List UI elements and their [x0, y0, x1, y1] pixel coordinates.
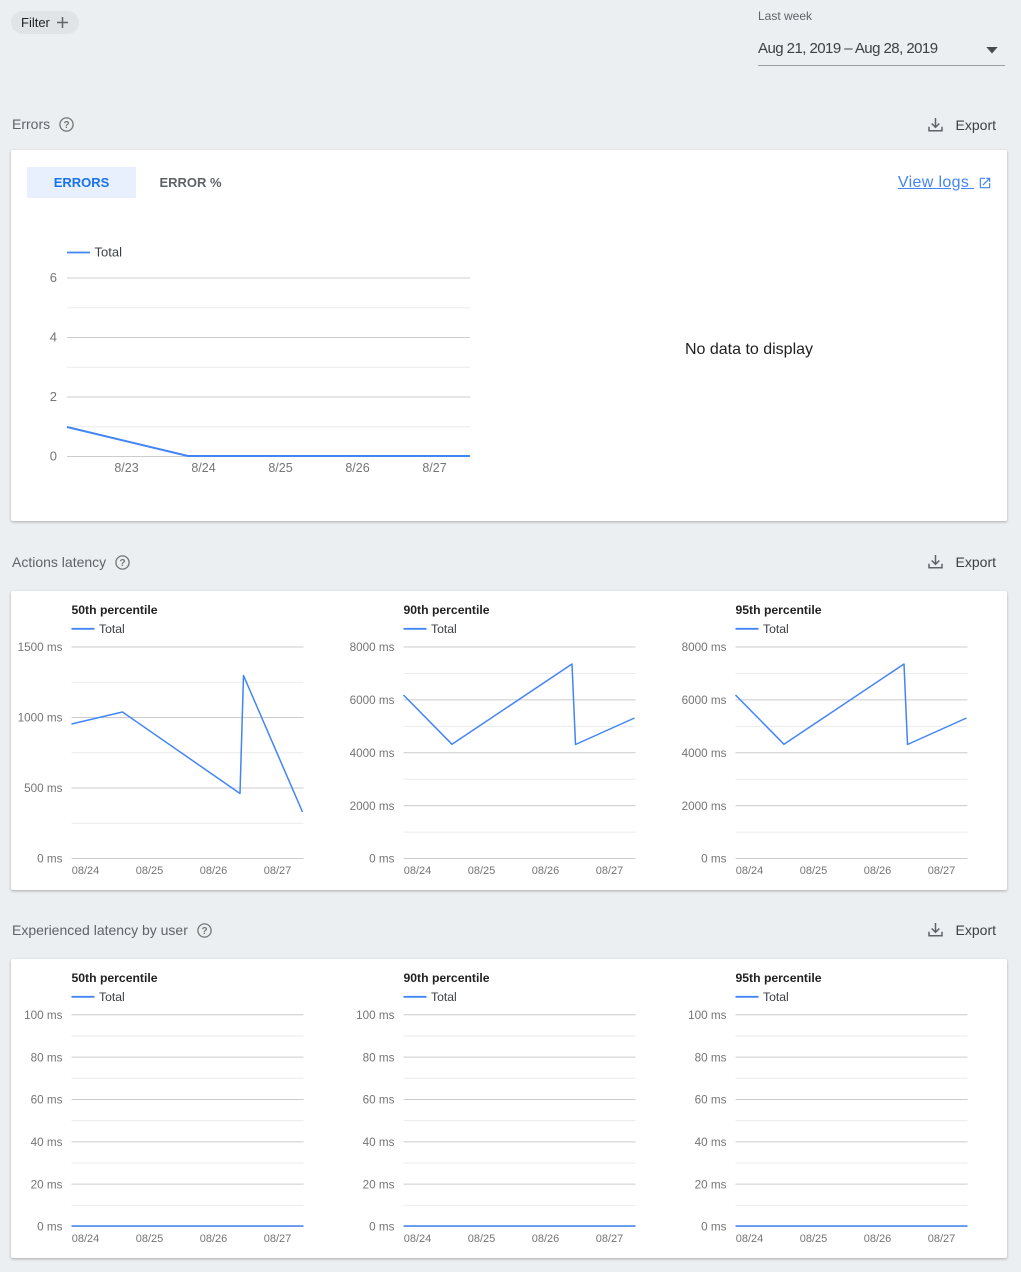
svg-text:Total: Total [99, 622, 125, 636]
svg-text:80 ms: 80 ms [31, 1051, 63, 1064]
svg-text:8/26: 8/26 [345, 461, 369, 475]
svg-text:08/24: 08/24 [72, 1233, 100, 1245]
svg-text:0 ms: 0 ms [701, 1221, 726, 1234]
svg-text:4000 ms: 4000 ms [350, 747, 395, 760]
svg-text:60 ms: 60 ms [695, 1094, 727, 1107]
svg-text:40 ms: 40 ms [363, 1136, 395, 1149]
svg-text:95th percentile: 95th percentile [736, 603, 822, 617]
svg-text:Total: Total [763, 990, 789, 1004]
svg-text:2000 ms: 2000 ms [682, 800, 727, 813]
svg-text:08/26: 08/26 [864, 865, 892, 877]
svg-text:8000 ms: 8000 ms [350, 641, 395, 654]
svg-text:08/27: 08/27 [264, 865, 292, 877]
svg-text:Total: Total [431, 622, 457, 636]
svg-text:0 ms: 0 ms [701, 853, 726, 866]
svg-text:08/24: 08/24 [72, 865, 100, 877]
svg-text:08/25: 08/25 [136, 865, 164, 877]
svg-text:08/27: 08/27 [596, 865, 624, 877]
svg-text:60 ms: 60 ms [31, 1094, 63, 1107]
svg-text:20 ms: 20 ms [31, 1178, 63, 1191]
svg-text:40 ms: 40 ms [31, 1136, 63, 1149]
svg-text:6: 6 [50, 270, 57, 285]
svg-text:80 ms: 80 ms [695, 1051, 727, 1064]
svg-text:20 ms: 20 ms [695, 1178, 727, 1191]
svg-text:08/24: 08/24 [736, 1233, 764, 1245]
svg-text:08/27: 08/27 [596, 1233, 624, 1245]
svg-text:20 ms: 20 ms [363, 1178, 395, 1191]
svg-text:0: 0 [50, 449, 57, 464]
svg-text:?: ? [201, 926, 207, 937]
svg-text:08/27: 08/27 [928, 865, 956, 877]
svg-text:2000 ms: 2000 ms [350, 800, 395, 813]
svg-text:4000 ms: 4000 ms [682, 747, 727, 760]
svg-text:08/27: 08/27 [928, 1233, 956, 1245]
svg-text:1500 ms: 1500 ms [18, 641, 63, 654]
svg-text:8/24: 8/24 [191, 461, 215, 475]
svg-text:50th percentile: 50th percentile [72, 971, 158, 985]
svg-text:08/24: 08/24 [404, 1233, 432, 1245]
svg-text:90th percentile: 90th percentile [404, 971, 490, 985]
svg-text:08/26: 08/26 [532, 1233, 560, 1245]
svg-text:?: ? [120, 558, 126, 569]
svg-text:0 ms: 0 ms [369, 853, 394, 866]
svg-text:8/25: 8/25 [268, 461, 292, 475]
svg-text:08/24: 08/24 [404, 865, 432, 877]
svg-text:08/26: 08/26 [200, 865, 228, 877]
svg-text:95th percentile: 95th percentile [736, 971, 822, 985]
svg-text:2: 2 [50, 389, 57, 404]
svg-text:0 ms: 0 ms [369, 1221, 394, 1234]
svg-text:500 ms: 500 ms [24, 782, 62, 795]
svg-text:0 ms: 0 ms [37, 1221, 62, 1234]
svg-text:8000 ms: 8000 ms [682, 641, 727, 654]
svg-text:80 ms: 80 ms [363, 1051, 395, 1064]
svg-text:08/27: 08/27 [264, 1233, 292, 1245]
svg-text:Total: Total [95, 245, 123, 260]
svg-text:100 ms: 100 ms [356, 1009, 394, 1022]
svg-text:Total: Total [99, 990, 125, 1004]
svg-text:8/27: 8/27 [422, 461, 446, 475]
svg-text:90th percentile: 90th percentile [404, 603, 490, 617]
svg-text:40 ms: 40 ms [695, 1136, 727, 1149]
svg-text:100 ms: 100 ms [24, 1009, 62, 1022]
svg-text:08/26: 08/26 [864, 1233, 892, 1245]
svg-text:Total: Total [431, 990, 457, 1004]
svg-text:?: ? [64, 120, 70, 131]
svg-text:08/25: 08/25 [468, 865, 496, 877]
svg-text:08/26: 08/26 [200, 1233, 228, 1245]
svg-text:50th percentile: 50th percentile [72, 603, 158, 617]
svg-text:0 ms: 0 ms [37, 853, 62, 866]
svg-text:60 ms: 60 ms [363, 1094, 395, 1107]
svg-text:08/24: 08/24 [736, 865, 764, 877]
svg-text:1000 ms: 1000 ms [18, 712, 63, 725]
svg-text:08/26: 08/26 [532, 865, 560, 877]
svg-text:No data to display: No data to display [685, 341, 813, 358]
svg-text:4: 4 [50, 330, 57, 345]
svg-text:100 ms: 100 ms [688, 1009, 726, 1022]
svg-text:08/25: 08/25 [136, 1233, 164, 1245]
svg-text:6000 ms: 6000 ms [682, 694, 727, 707]
svg-text:08/25: 08/25 [468, 1233, 496, 1245]
svg-text:08/25: 08/25 [800, 865, 828, 877]
svg-text:08/25: 08/25 [800, 1233, 828, 1245]
svg-text:Total: Total [763, 622, 789, 636]
svg-text:6000 ms: 6000 ms [350, 694, 395, 707]
svg-text:8/23: 8/23 [114, 461, 138, 475]
